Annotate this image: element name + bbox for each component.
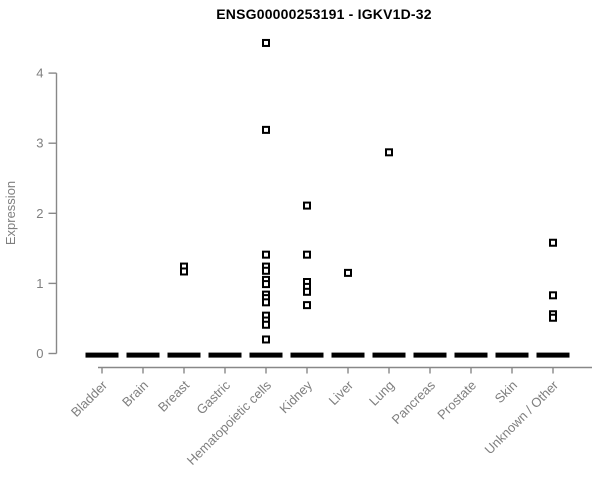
data-point: [262, 320, 270, 329]
y-axis-title: Expression: [3, 181, 18, 245]
x-category-label: Skin: [492, 378, 520, 406]
data-point: [303, 201, 311, 210]
data-point: [344, 268, 352, 277]
data-point: [549, 291, 557, 300]
zero-cluster-dash: [536, 352, 570, 358]
x-category-label: Lung: [366, 378, 397, 409]
data-point: [303, 250, 311, 259]
x-category-label: Bladder: [68, 377, 111, 420]
zero-cluster-dash: [413, 352, 447, 358]
data-point: [303, 287, 311, 296]
data-point: [262, 125, 270, 134]
zero-cluster-dash: [495, 352, 529, 358]
zero-cluster-dash: [85, 352, 119, 358]
x-category-label: Liver: [326, 377, 357, 408]
y-tick-label: 0: [36, 346, 43, 361]
x-category-label: Breast: [155, 377, 192, 414]
data-point: [549, 313, 557, 322]
data-point: [385, 148, 393, 157]
y-tick-label: 1: [36, 276, 43, 291]
zero-cluster-dash: [290, 352, 324, 358]
x-category-label: Prostate: [434, 378, 479, 423]
y-tick-label: 4: [36, 66, 43, 81]
y-tick-label: 3: [36, 136, 43, 151]
zero-cluster-dash: [126, 352, 160, 358]
zero-cluster-dash: [208, 352, 242, 358]
zero-cluster-dash: [331, 352, 365, 358]
x-category-label: Gastric: [193, 377, 233, 417]
data-point: [262, 335, 270, 344]
x-category-label: Brain: [119, 378, 151, 410]
data-point: [262, 250, 270, 259]
data-point: [549, 238, 557, 247]
chart-title: ENSG00000253191 - IGKV1D-32: [216, 6, 432, 22]
zero-cluster-dash: [167, 352, 201, 358]
data-point: [262, 298, 270, 307]
x-category-label: Unknown / Other: [482, 377, 562, 457]
x-category-label: Kidney: [276, 377, 315, 416]
data-point: [262, 266, 270, 275]
zero-cluster-dash: [454, 352, 488, 358]
zero-cluster-dash: [249, 352, 283, 358]
zero-cluster-dash: [372, 352, 406, 358]
data-point: [262, 280, 270, 289]
data-point: [180, 267, 188, 276]
y-tick-label: 2: [36, 206, 43, 221]
data-point: [262, 38, 270, 47]
data-point: [303, 301, 311, 310]
x-category-label: Pancreas: [389, 377, 439, 427]
